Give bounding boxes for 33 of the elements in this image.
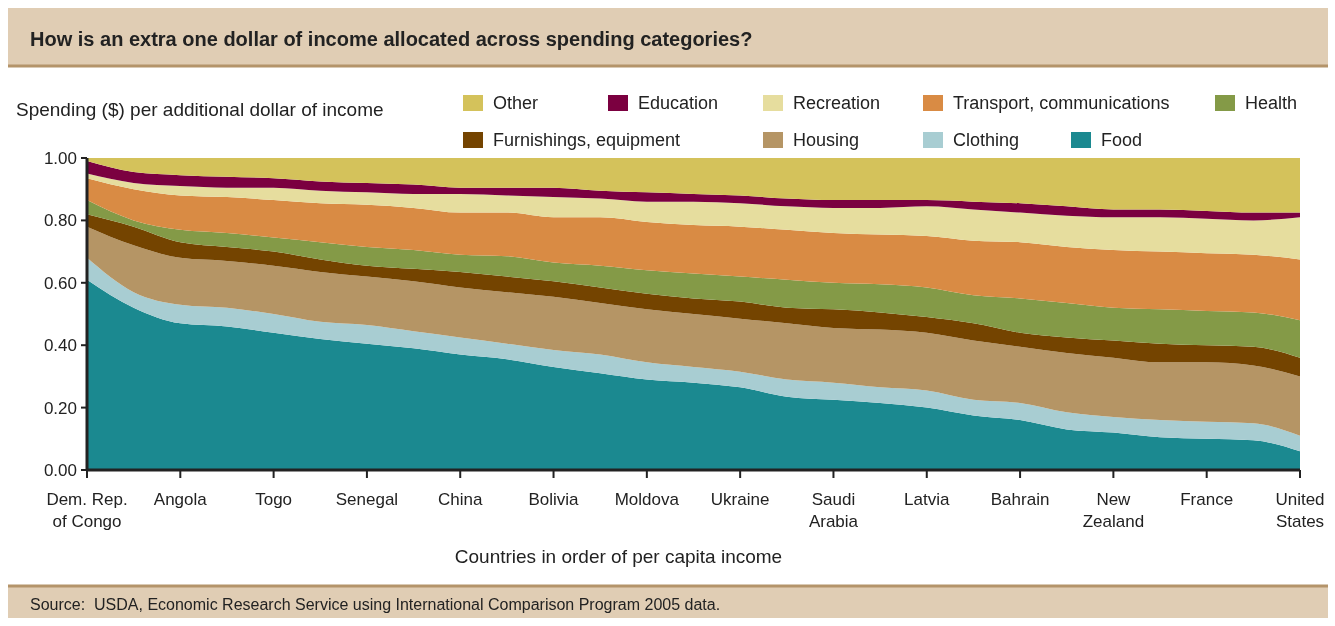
legend-label: Food (1101, 130, 1143, 150)
x-tick-label: Latvia (904, 490, 950, 509)
legend-label: Education (638, 93, 719, 113)
x-tick-label: Dem. Rep. of Congo (46, 490, 128, 531)
legend-label: Housing (793, 130, 860, 150)
legend-label: Furnishings, equipment (493, 130, 681, 150)
y-tick-label: 0.80 (43, 211, 77, 231)
legend-label: Clothing (953, 130, 1020, 150)
legend-label: Health (1245, 93, 1298, 113)
x-tick-label: Moldova (614, 490, 680, 509)
x-tick-label: New Zealand (1082, 490, 1145, 531)
y-tick-label: 1.00 (43, 149, 77, 168)
x-tick-label: China (438, 490, 483, 509)
legend-label: Transport, communications (953, 93, 1170, 113)
x-axis-title: Countries in order of per capita income (454, 546, 783, 567)
y-tick-label: 0.20 (43, 398, 77, 418)
x-tick-label: France (1180, 490, 1234, 509)
legend-label: Other (493, 93, 539, 113)
y-tick-label: 0.60 (43, 273, 77, 293)
x-tick-label: Ukraine (710, 490, 770, 509)
y-tick-label: 0.40 (43, 336, 77, 356)
x-tick-label: United States (1275, 490, 1325, 531)
legend-label: Recreation (793, 93, 881, 113)
x-tick-label: Saudi Arabia (808, 490, 859, 531)
y-tick-label: 0.00 (43, 461, 77, 480)
x-tick-label: Angola (153, 490, 208, 509)
y-axis-title: Spending ($) per additional dollar of income (16, 99, 384, 120)
x-tick-label: Senegal (335, 490, 399, 509)
source-note: Source: USDA, Economic Research Service using International Comparison Program 2005 data. (30, 596, 721, 613)
x-tick-label: Togo (255, 490, 293, 509)
x-tick-label: Bahrain (990, 490, 1050, 509)
x-tick-label: Bolivia (528, 490, 580, 509)
chart-title: How is an extra one dollar of income allocated across spending categories? (30, 28, 753, 50)
